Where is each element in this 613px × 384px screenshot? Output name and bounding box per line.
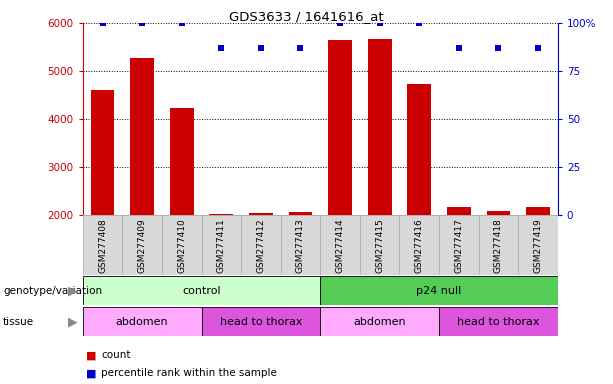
Bar — [400, 215, 439, 275]
Bar — [518, 215, 558, 275]
Point — [256, 45, 266, 51]
Bar — [210, 214, 233, 215]
Bar — [479, 215, 518, 275]
Text: p24 null: p24 null — [416, 286, 462, 296]
Bar — [321, 215, 360, 275]
Bar — [328, 40, 352, 215]
Bar — [162, 215, 202, 275]
Text: ■: ■ — [86, 350, 96, 360]
Point — [97, 20, 107, 26]
Text: GSM277409: GSM277409 — [138, 218, 147, 273]
Bar — [249, 213, 273, 215]
Text: GSM277416: GSM277416 — [415, 218, 424, 273]
Text: ▶: ▶ — [68, 285, 78, 297]
Bar — [360, 215, 400, 275]
Text: head to thorax: head to thorax — [219, 316, 302, 327]
Bar — [321, 307, 439, 336]
Bar — [408, 84, 431, 215]
Point — [414, 20, 424, 26]
Bar — [123, 215, 162, 275]
Bar — [281, 215, 321, 275]
Text: GDS3633 / 1641616_at: GDS3633 / 1641616_at — [229, 10, 384, 23]
Text: head to thorax: head to thorax — [457, 316, 539, 327]
Bar — [321, 276, 558, 305]
Bar — [526, 207, 550, 215]
Text: abdomen: abdomen — [353, 316, 406, 327]
Bar — [439, 307, 558, 336]
Point — [335, 20, 345, 26]
Text: GSM277418: GSM277418 — [494, 218, 503, 273]
Text: tissue: tissue — [3, 316, 34, 327]
Bar — [91, 90, 115, 215]
Point — [137, 20, 147, 26]
Text: GSM277414: GSM277414 — [335, 218, 345, 273]
Text: GSM277410: GSM277410 — [177, 218, 186, 273]
Text: GSM277419: GSM277419 — [533, 218, 543, 273]
Bar — [289, 212, 313, 215]
Bar — [170, 109, 194, 215]
Point — [493, 45, 503, 51]
Bar — [241, 215, 281, 275]
Text: GSM277417: GSM277417 — [454, 218, 463, 273]
Bar — [439, 215, 479, 275]
Text: genotype/variation: genotype/variation — [3, 286, 102, 296]
Text: ■: ■ — [86, 368, 96, 378]
Bar — [202, 215, 241, 275]
Text: GSM277412: GSM277412 — [256, 218, 265, 273]
Text: percentile rank within the sample: percentile rank within the sample — [101, 368, 277, 378]
Text: GSM277413: GSM277413 — [296, 218, 305, 273]
Point — [375, 20, 384, 26]
Text: abdomen: abdomen — [116, 316, 169, 327]
Text: ▶: ▶ — [68, 315, 78, 328]
Bar — [83, 276, 321, 305]
Point — [295, 45, 305, 51]
Point — [533, 45, 543, 51]
Bar — [447, 207, 471, 215]
Text: GSM277411: GSM277411 — [217, 218, 226, 273]
Bar — [83, 307, 202, 336]
Bar — [131, 58, 154, 215]
Point — [177, 20, 186, 26]
Point — [454, 45, 464, 51]
Bar — [368, 39, 392, 215]
Point — [216, 45, 226, 51]
Text: count: count — [101, 350, 131, 360]
Bar — [487, 211, 510, 215]
Text: GSM277408: GSM277408 — [98, 218, 107, 273]
Bar — [83, 215, 123, 275]
Text: GSM277415: GSM277415 — [375, 218, 384, 273]
Bar — [202, 307, 321, 336]
Text: control: control — [182, 286, 221, 296]
